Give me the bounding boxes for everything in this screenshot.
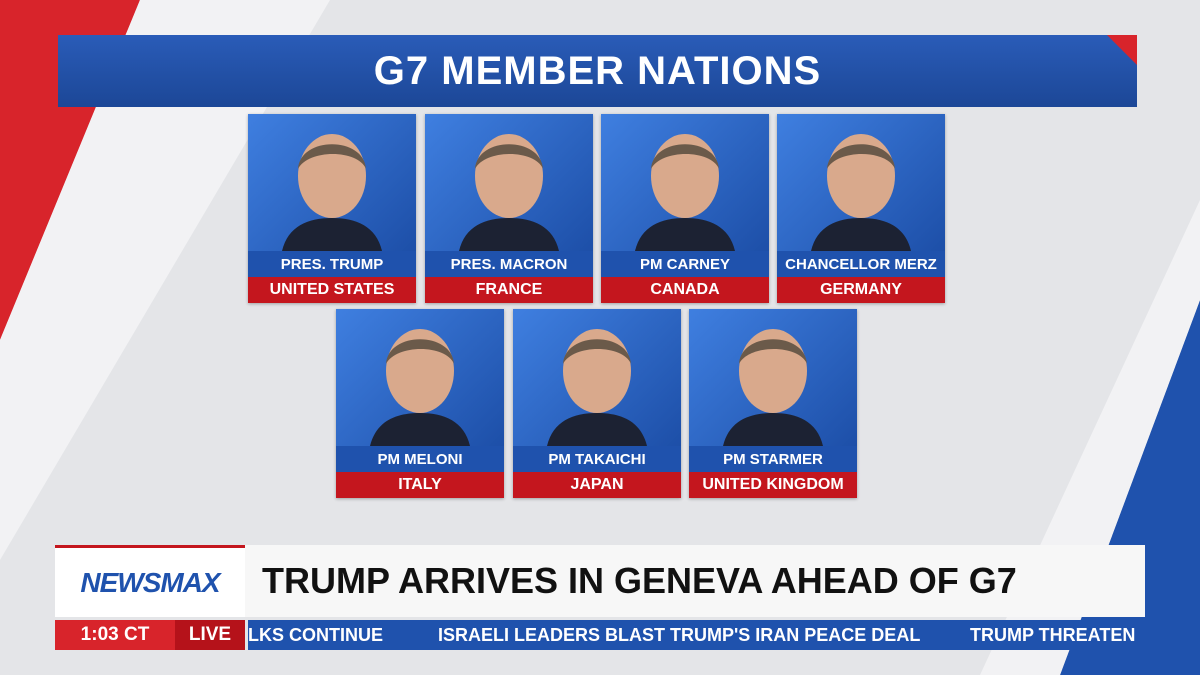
- leader-card: PRES. MACRON FRANCE: [425, 114, 593, 303]
- shoulders: [459, 218, 559, 251]
- leader-card: PM MELONI ITALY: [336, 309, 504, 498]
- leader-country: UNITED STATES: [248, 277, 416, 303]
- ticker: LKS CONTINUE ISRAELI LEADERS BLAST TRUMP'…: [248, 620, 1145, 650]
- logo: NEWSMAX: [55, 545, 245, 617]
- headline: TRUMP ARRIVES IN GENEVA AHEAD OF G7: [262, 560, 1017, 601]
- silhouette: [811, 134, 911, 251]
- live-badge: LIVE: [175, 620, 245, 650]
- ticker-item: TRUMP THREATEN: [970, 624, 1136, 645]
- title: G7 MEMBER NATIONS: [373, 48, 822, 93]
- leader-card: PM STARMER UNITED KINGDOM: [689, 309, 857, 498]
- shoulders: [811, 218, 911, 251]
- portrait: [513, 309, 681, 446]
- shoulders: [635, 218, 735, 251]
- leader-country: GERMANY: [777, 277, 945, 303]
- hair: [827, 144, 895, 169]
- hair: [475, 144, 543, 169]
- hair: [563, 339, 631, 364]
- ticker-item: ISRAELI LEADERS BLAST TRUMP'S IRAN PEACE…: [438, 624, 921, 645]
- portrait: [689, 309, 857, 446]
- hair: [386, 339, 454, 364]
- leader-name: PM MELONI: [336, 446, 504, 472]
- leader-name: PM TAKAICHI: [513, 446, 681, 472]
- silhouette: [459, 134, 559, 251]
- portrait: [425, 114, 593, 251]
- leader-name: PRES. MACRON: [425, 251, 593, 277]
- silhouette: [282, 134, 382, 251]
- silhouette: [547, 329, 647, 446]
- leader-name: PRES. TRUMP: [248, 251, 416, 277]
- ticker-item: LKS CONTINUE: [248, 624, 383, 645]
- shoulders: [723, 413, 823, 446]
- leader-card: PM CARNEY CANADA: [601, 114, 769, 303]
- hair: [298, 144, 366, 169]
- leader-country: JAPAN: [513, 472, 681, 498]
- leader-name: PM CARNEY: [601, 251, 769, 277]
- title-corner: [1107, 35, 1137, 65]
- leader-country: FRANCE: [425, 277, 593, 303]
- shoulders: [547, 413, 647, 446]
- hair: [651, 144, 719, 169]
- clock: 1:03 CT: [55, 620, 175, 650]
- silhouette: [723, 329, 823, 446]
- shoulders: [370, 413, 470, 446]
- bg-stripe: [0, 0, 330, 560]
- portrait: [248, 114, 416, 251]
- hair: [739, 339, 807, 364]
- portrait: [777, 114, 945, 251]
- portrait: [336, 309, 504, 446]
- leader-name: CHANCELLOR MERZ: [777, 251, 945, 277]
- leader-card: PM TAKAICHI JAPAN: [513, 309, 681, 498]
- silhouette: [370, 329, 470, 446]
- leader-card: PRES. TRUMP UNITED STATES: [248, 114, 416, 303]
- leader-country: ITALY: [336, 472, 504, 498]
- silhouette: [635, 134, 735, 251]
- portrait: [601, 114, 769, 251]
- leader-name: PM STARMER: [689, 446, 857, 472]
- leader-card: CHANCELLOR MERZ GERMANY: [777, 114, 945, 303]
- shoulders: [282, 218, 382, 251]
- leader-country: UNITED KINGDOM: [689, 472, 857, 498]
- title-bar: G7 MEMBER NATIONS: [58, 35, 1137, 107]
- leader-country: CANADA: [601, 277, 769, 303]
